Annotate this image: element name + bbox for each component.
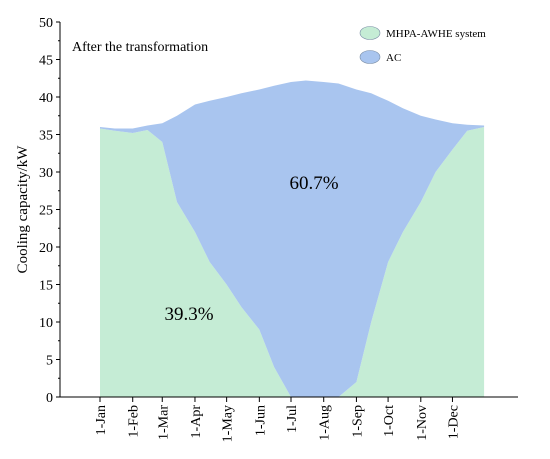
legend-swatch bbox=[359, 50, 381, 64]
legend-label: AC bbox=[386, 52, 401, 64]
x-tick-label: 1-Aug bbox=[318, 405, 333, 441]
y-tick-label: 40 bbox=[39, 91, 53, 106]
x-tick-label: 1-Jun bbox=[253, 405, 268, 436]
series-area-mhpa-awhe-system bbox=[100, 127, 485, 397]
y-tick-label: 45 bbox=[39, 54, 53, 69]
x-tick-label: 1-Jan bbox=[94, 405, 109, 435]
legend-label: MHPA-AWHE system bbox=[386, 28, 486, 40]
x-tick-label: 1-Dec bbox=[446, 405, 461, 439]
y-tick-label: 15 bbox=[39, 279, 53, 294]
y-tick-label: 50 bbox=[39, 16, 53, 31]
x-tick-label: 1-Mar bbox=[156, 405, 171, 440]
x-tick-label: 1-Oct bbox=[382, 405, 397, 437]
y-tick-label: 20 bbox=[39, 241, 53, 256]
x-tick-label: 1-Apr bbox=[189, 405, 204, 439]
series-area-ac bbox=[100, 80, 485, 397]
legend: MHPA-AWHE system AC bbox=[359, 26, 486, 64]
y-tick-label: 30 bbox=[39, 166, 53, 181]
legend-swatch bbox=[359, 26, 381, 40]
y-tick-label: 35 bbox=[39, 129, 53, 144]
y-tick-label: 5 bbox=[46, 354, 53, 369]
chart-annotation: After the transformation bbox=[72, 40, 208, 55]
y-tick-label: 10 bbox=[39, 316, 53, 331]
x-tick-label: 1-Feb bbox=[127, 405, 142, 438]
y-axis-label: Cooling capacity/kW bbox=[15, 145, 31, 274]
ac-percentage-label: 60.7% bbox=[289, 173, 338, 194]
x-tick-label: 1-Sep bbox=[350, 405, 365, 438]
y-tick-label: 0 bbox=[46, 391, 53, 406]
x-tick-label: 1-May bbox=[221, 405, 236, 442]
x-tick-label: 1-Jul bbox=[285, 405, 300, 433]
y-tick-label: 25 bbox=[39, 204, 53, 219]
x-tick-label: 1-Nov bbox=[415, 405, 430, 441]
mhpa-percentage-label: 39.3% bbox=[164, 304, 213, 325]
